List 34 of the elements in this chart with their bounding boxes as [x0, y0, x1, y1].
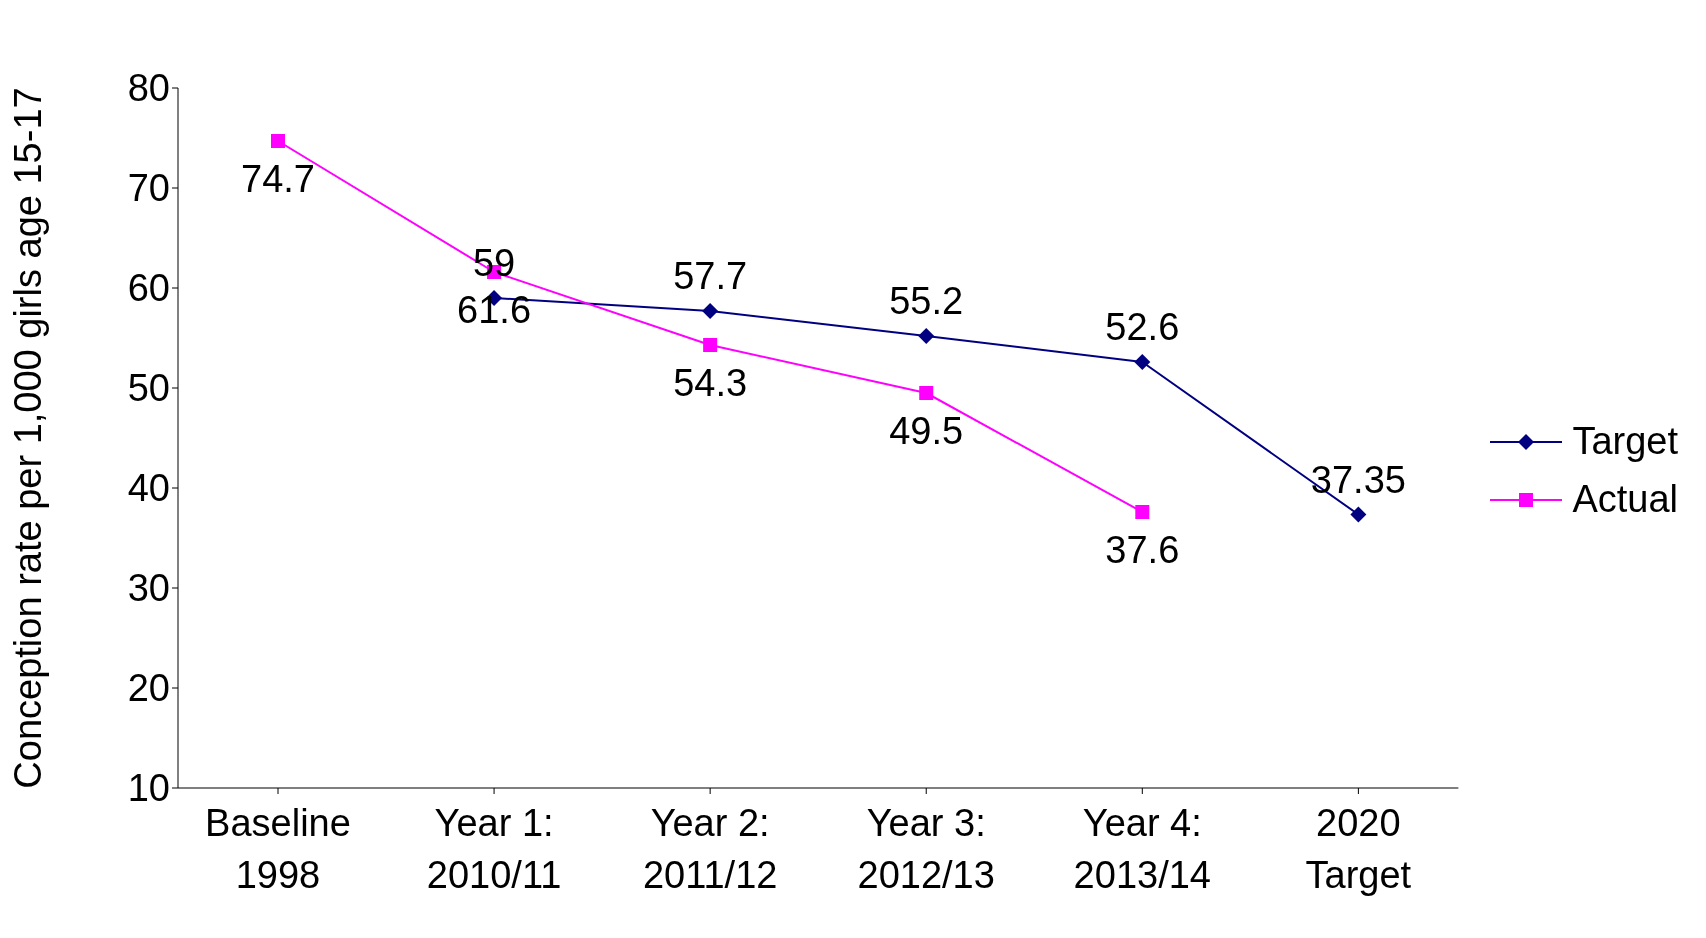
x-tick-label: Year 4: 2013/14 [1073, 802, 1211, 896]
point [1350, 506, 1367, 523]
x-tick-label: Year 1: 2010/11 [426, 802, 562, 896]
point [1135, 505, 1150, 519]
point [918, 328, 935, 344]
x-tick-label: Year 2: 2011/12 [642, 802, 778, 896]
data-label: 49.5 [889, 409, 964, 452]
data-label: 37.35 [1310, 458, 1406, 501]
y-tick-label: 30 [127, 567, 170, 610]
legend-label: Actual [1572, 478, 1678, 521]
data-label: 37.6 [1105, 528, 1180, 571]
data-label: 74.7 [241, 157, 315, 200]
y-tick-label: 40 [127, 467, 170, 510]
y-axis-title: Conception rate per 1,000 girls age 15-17 [7, 87, 50, 789]
point [271, 134, 285, 148]
x-tick-label: Year 3: 2012/13 [857, 802, 995, 896]
x-tick-label: 2020 Target [1305, 802, 1412, 896]
y-tick-label: 60 [127, 267, 170, 310]
data-label: 61.6 [457, 288, 532, 331]
data-label: 55.2 [889, 280, 964, 322]
y-tick-label: 50 [127, 367, 170, 410]
point [1134, 354, 1151, 370]
y-tick-label: 70 [127, 167, 170, 210]
data-label: 52.6 [1105, 306, 1180, 348]
data-label: 54.3 [673, 361, 748, 404]
point [919, 386, 934, 400]
data-label: 57.7 [673, 255, 748, 297]
y-tick-label: 20 [127, 667, 170, 710]
y-tick-label: 80 [127, 67, 170, 110]
legend-label: Target [1572, 420, 1678, 463]
y-tick-label: 10 [127, 767, 170, 810]
point [703, 338, 718, 352]
x-tick-label: Baseline 1998 [205, 802, 351, 896]
point [702, 303, 719, 319]
